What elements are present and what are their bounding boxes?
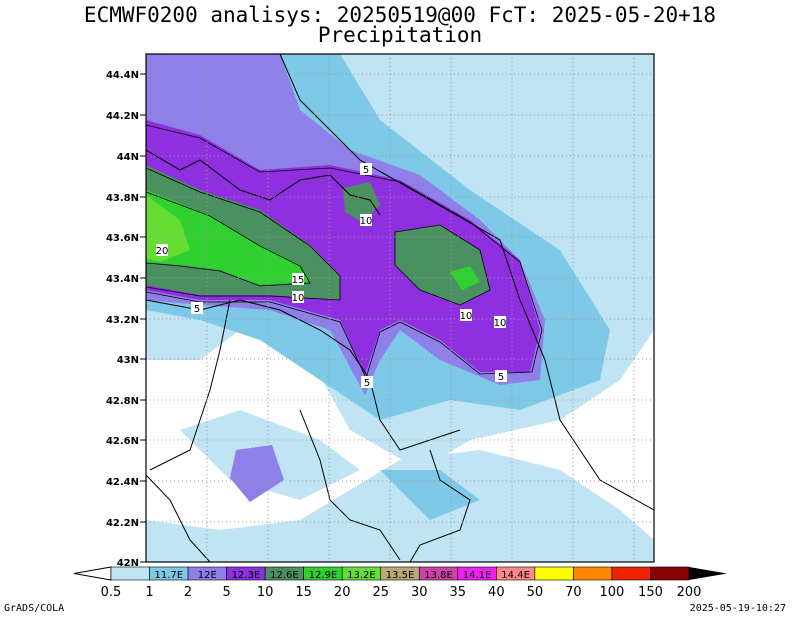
- colorbar-longitude-label: 12.9E: [309, 570, 338, 581]
- contour-label-bg: [495, 370, 507, 382]
- colorbar-tick-label: 20: [334, 585, 351, 600]
- colorbar-tick-label: 70: [565, 585, 582, 600]
- colorbar: 11.7E 12E 12.3E 12.6E 12.9E 13.2E 13.5E 13.8E 14…: [73, 566, 727, 600]
- colorbar-swatch: [110, 566, 150, 581]
- colorbar-tick-label: 50: [527, 585, 544, 600]
- colorbar-longitude-label: 12.3E: [232, 570, 261, 581]
- lat-tick-label: 43N: [117, 355, 139, 366]
- contour-label-bg: [292, 273, 304, 285]
- contour-label-bg: [292, 291, 304, 303]
- lat-tick-label: 43.6N: [106, 233, 139, 244]
- lat-tick-label: 42.4N: [106, 477, 139, 488]
- contour-label-bg: [156, 244, 168, 256]
- contour-label-bg: [360, 163, 372, 175]
- lat-tick-label: 42.6N: [106, 436, 139, 447]
- region-borders: [145, 53, 655, 563]
- latitude-axis: 44.4N 44.2N 44N 43.8N 43.6N 43.4N 43.2N 43N 42.8…: [106, 70, 146, 569]
- map-title: ECMWF0200 analisys: 20250519@00 FcT: 202…: [83, 3, 717, 27]
- fill-level-2-south: [380, 470, 480, 520]
- fill-level-5-north: [343, 182, 380, 222]
- colorbar-tick-label: 30: [411, 585, 428, 600]
- contour-label: 5: [363, 165, 369, 176]
- colorbar-tick-label: 100: [600, 585, 625, 600]
- fill-level-6-east: [450, 266, 480, 290]
- contour-label: 15: [292, 275, 305, 286]
- fill-level-4: [146, 120, 540, 375]
- colorbar-longitude-label: 13.2E: [347, 570, 376, 581]
- lat-tick-label: 44.4N: [106, 70, 139, 81]
- lat-tick-label: 44.2N: [106, 111, 139, 122]
- contour-label-bg: [494, 316, 506, 328]
- border-middle: [145, 299, 461, 451]
- colorbar-swatch: [650, 566, 690, 581]
- colorbar-tick-label: 10: [257, 585, 274, 600]
- fill-level-6: [146, 190, 310, 285]
- contour-label: 5: [194, 304, 200, 315]
- contour-label: 5: [498, 372, 504, 383]
- coastline-west: [145, 474, 211, 563]
- contour-label-bg: [460, 309, 472, 321]
- precipitation-fills: [146, 54, 654, 562]
- colorbar-longitude-label: 13.8E: [424, 570, 453, 581]
- map-subtitle: Precipitation: [317, 23, 483, 47]
- contour-10: [145, 167, 341, 301]
- graticule: [146, 54, 654, 562]
- colorbar-swatch: [573, 566, 613, 581]
- colorbar-longitude-label: 14.1E: [463, 570, 492, 581]
- lat-tick-label: 42.2N: [106, 518, 139, 529]
- colorbar-tick-label: 150: [638, 585, 663, 600]
- fill-level-3-south: [230, 445, 284, 502]
- contour-label: 10: [494, 318, 507, 329]
- colorbar-tick-label: 15: [295, 585, 312, 600]
- colorbar-tick-label: 25: [372, 585, 389, 600]
- contour-label-group: 5 10 20 15 10 5 10 10 5 5: [156, 163, 507, 389]
- contour-label-bg: [360, 214, 372, 226]
- border-north: [145, 149, 381, 216]
- coastline: [279, 53, 655, 511]
- colorbar-longitude-label: 14.4E: [501, 570, 530, 581]
- footer-credit: GrADS/COLA: [4, 603, 65, 614]
- colorbar-tick-label: 40: [488, 585, 505, 600]
- contour-label-bg: [191, 302, 203, 314]
- border-south: [299, 409, 401, 561]
- colorbar-longitude-label: 11.7E: [155, 570, 184, 581]
- colorbar-over-arrow: [689, 567, 727, 580]
- colorbar-tick-label: 1: [145, 585, 153, 600]
- contour-label-bg: [361, 376, 373, 388]
- fill-level-1-bottom: [146, 450, 654, 562]
- colorbar-tick-label: 2: [184, 585, 192, 600]
- lat-tick-label: 42N: [117, 558, 139, 569]
- lat-tick-label: 43.2N: [106, 315, 139, 326]
- plot-frame: [145, 53, 655, 563]
- contour-label: 5: [364, 378, 370, 389]
- contour-label: 10: [292, 293, 305, 304]
- contour-label: 10: [460, 311, 473, 322]
- colorbar-longitude-label: 12.6E: [270, 570, 299, 581]
- border-west: [149, 299, 231, 471]
- contour-15: [145, 191, 311, 287]
- lat-tick-label: 42.8N: [106, 396, 139, 407]
- lat-tick-label: 43.8N: [106, 193, 139, 204]
- colorbar-longitude-label: 13.5E: [386, 570, 415, 581]
- colorbar-tick-label: 0.5: [101, 585, 122, 600]
- colorbar-swatch: [611, 566, 651, 581]
- contour-label: 20: [156, 246, 169, 257]
- lat-tick-label: 43.4N: [106, 274, 139, 285]
- colorbar-longitude-label: 12E: [198, 570, 217, 581]
- colorbar-tick-label: 5: [222, 585, 230, 600]
- contour-label: 10: [360, 216, 373, 227]
- lat-tick-label: 44N: [117, 152, 139, 163]
- colorbar-under-arrow: [73, 566, 112, 581]
- colorbar-tick-label: 35: [450, 585, 467, 600]
- contour-10-east: [394, 224, 491, 306]
- footer-timestamp: 2025-05-19-10:27: [689, 603, 786, 614]
- colorbar-tick-label: 200: [677, 585, 702, 600]
- border-southeast: [409, 449, 471, 563]
- colorbar-swatch: [534, 566, 574, 581]
